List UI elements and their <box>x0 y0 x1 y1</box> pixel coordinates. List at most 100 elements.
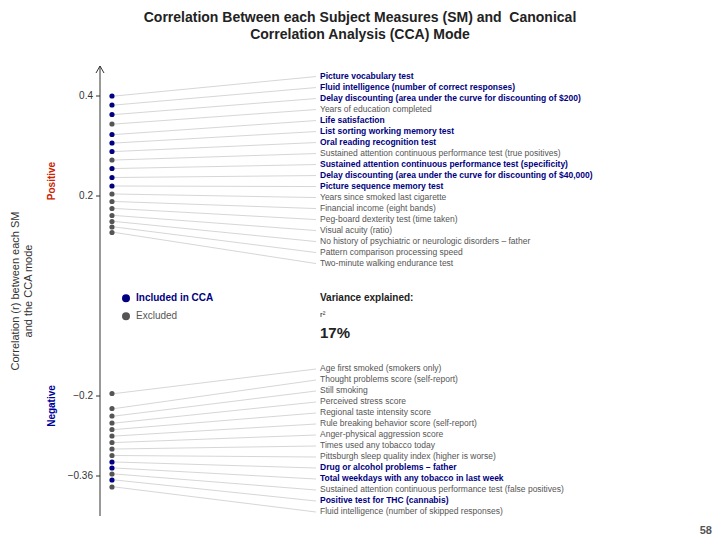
dot <box>109 121 114 126</box>
item-label: Drug or alcohol problems – father <box>320 462 457 472</box>
dot <box>109 440 114 445</box>
dot <box>109 477 114 482</box>
leader-line <box>115 487 316 512</box>
item-label: No history of psychiatric or neurologic … <box>320 236 530 246</box>
item-label: Delay discounting (area under the curve … <box>320 93 581 103</box>
y-axis-line <box>100 66 101 516</box>
leader-line <box>115 222 316 242</box>
dot <box>109 224 114 229</box>
y-tick-label: 0.4 <box>79 90 93 101</box>
item-label: Anger-physical aggression score <box>320 429 444 439</box>
y-axis-label: and the CCA mode <box>22 245 34 338</box>
leader-line <box>115 165 316 169</box>
chart: Correlation Between each Subject Measure… <box>0 0 720 540</box>
leader-line <box>115 227 316 253</box>
leader-line <box>115 216 316 231</box>
y-tick-label: 0.2 <box>79 190 93 201</box>
item-label: Thought problems score (self-report) <box>320 374 458 384</box>
item-label: Times used any tobacco today <box>320 440 436 450</box>
dot <box>109 406 114 411</box>
leader-line <box>115 435 316 443</box>
item-label: Visual acuity (ratio) <box>320 225 392 235</box>
dot <box>109 465 114 470</box>
item-label: Regional taste intensity score <box>320 407 431 417</box>
leader-line <box>115 446 316 449</box>
title: Correlation Analysis (CCA) Mode <box>250 26 470 42</box>
item-label: Oral reading recognition test <box>320 137 436 147</box>
dot <box>109 183 114 188</box>
y-tick <box>96 396 100 397</box>
leader-line <box>115 88 316 105</box>
item-label: Peg-board dexterity test (time taken) <box>320 214 458 224</box>
y-tick-label: −0.2 <box>73 390 93 401</box>
item-label: Sustained attention continuous performan… <box>320 148 561 158</box>
marks <box>109 93 114 489</box>
legend-swatch <box>122 294 130 302</box>
dot <box>109 433 114 438</box>
leader-line <box>115 456 316 458</box>
side-label: Negative <box>46 385 57 427</box>
item-label: Age first smoked (smokers only) <box>320 363 442 373</box>
item-label: Perceived stress score <box>320 396 406 406</box>
dot <box>109 413 114 418</box>
leader-line <box>115 77 316 96</box>
leader-line <box>115 132 316 143</box>
leader-line <box>115 176 316 178</box>
leader-line <box>115 143 316 152</box>
leader-line <box>115 202 316 209</box>
y-tick <box>96 96 100 97</box>
y-tick <box>96 196 100 197</box>
item-label: Two-minute walking endurance test <box>320 258 454 268</box>
title: Correlation Between each Subject Measure… <box>144 9 577 25</box>
item-label: Total weekdays with any tobacco in last … <box>320 473 504 483</box>
dot <box>109 453 114 458</box>
dot <box>109 157 114 162</box>
annotation: Variance explained: <box>320 292 413 303</box>
leader-line <box>115 110 316 124</box>
leader-line <box>115 369 316 394</box>
side-label: Positive <box>46 161 57 200</box>
dot <box>109 132 114 137</box>
dot <box>109 391 114 396</box>
item-label: Delay discounting (area under the curve … <box>320 170 593 180</box>
item-label: Picture sequence memory test <box>320 181 443 191</box>
annotation: 17% <box>320 324 350 341</box>
item-label: Fluid intelligence (number of skipped re… <box>320 506 503 516</box>
leader-line <box>115 413 316 430</box>
dot <box>109 191 114 196</box>
y-tick <box>96 476 100 477</box>
leader-line <box>115 402 316 423</box>
legend-label: Excluded <box>136 310 177 321</box>
leader-line <box>115 380 316 409</box>
dot <box>109 459 114 464</box>
item-label: Pittsburgh sleep quality index (higher i… <box>320 451 496 461</box>
leader-line <box>115 186 316 188</box>
item-label: Pattern comparison processing speed <box>320 247 463 257</box>
leader-line <box>115 468 316 479</box>
dot <box>109 93 114 98</box>
leader-line <box>115 462 316 468</box>
legend-swatch <box>122 312 130 320</box>
leader-line <box>115 474 316 490</box>
dot <box>109 149 114 154</box>
item-label: Picture vocabulary test <box>320 71 414 81</box>
item-label: Still smoking <box>320 385 368 395</box>
item-labels: Picture vocabulary testFluid intelligenc… <box>115 71 593 516</box>
dot <box>109 102 114 107</box>
y-axis-arrow <box>96 66 104 73</box>
y-tick-label: −0.36 <box>68 470 94 481</box>
item-label: Years since smoked last cigarette <box>320 192 447 202</box>
dot <box>109 112 114 117</box>
dot <box>109 230 114 235</box>
dot <box>109 175 114 180</box>
item-label: Fluid intelligence (number of correct re… <box>320 82 515 92</box>
item-label: Rule breaking behavior score (self-repor… <box>320 418 477 428</box>
legend-label: Included in CCA <box>136 292 213 303</box>
item-label: Sustained attention continuous performan… <box>320 159 568 169</box>
dot <box>109 420 114 425</box>
dot <box>109 206 114 211</box>
y-axis-label: Correlation (r) between each SM <box>9 212 21 371</box>
dot <box>109 446 114 451</box>
slide-number: 58 <box>700 524 712 536</box>
dot <box>109 471 114 476</box>
